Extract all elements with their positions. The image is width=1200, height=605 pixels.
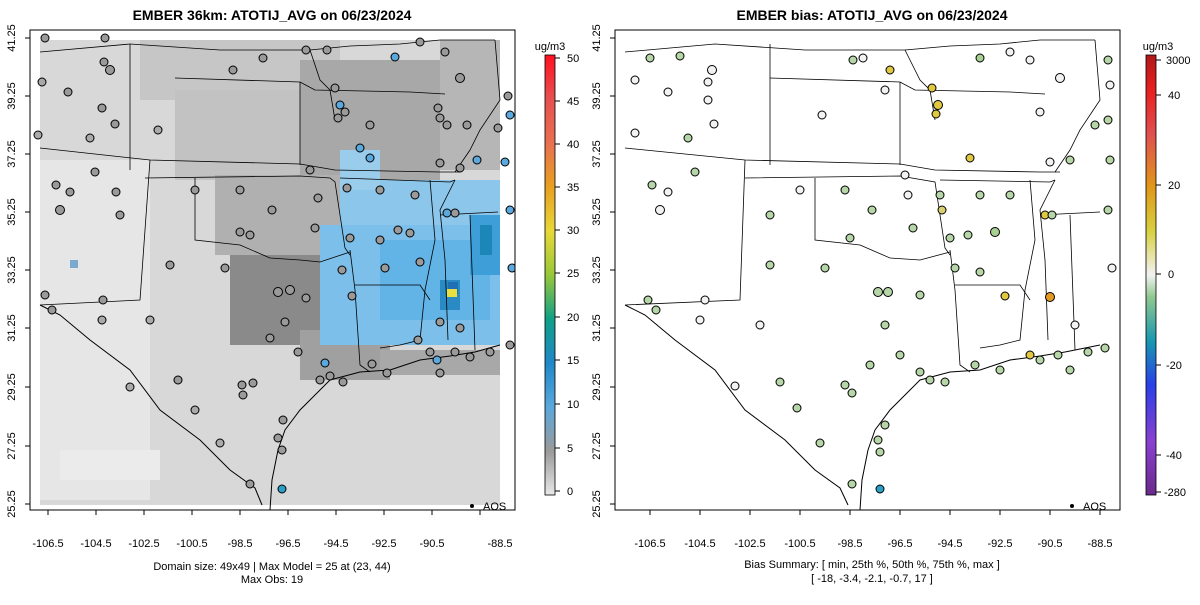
left-colorbar-tick: 0 [567, 486, 573, 498]
left-footer-max-obs: Max Obs: 19 [241, 574, 303, 586]
right-y-tick: 33.25 [591, 256, 603, 284]
left-y-tick: 37.25 [6, 140, 18, 168]
right-y-tick: 35.25 [591, 198, 603, 226]
right-y-tick: 39.25 [591, 82, 603, 110]
left-colorbar-tick: 30 [567, 225, 579, 237]
right-x-axis: -106.5 -104.5 -102.5 -100.5 -98.5 -96.5 … [634, 510, 1113, 550]
right-y-tick: 27.25 [591, 432, 603, 460]
left-y-tick: 27.25 [6, 432, 18, 460]
left-colorbar-unit: ug/m3 [535, 41, 566, 53]
right-y-tick: 37.25 [591, 140, 603, 168]
left-colorbar-tick: 45 [567, 96, 579, 108]
left-x-tick: -100.5 [176, 538, 207, 550]
left-x-tick: -102.5 [128, 538, 159, 550]
right-x-tick: -100.5 [784, 538, 815, 550]
left-colorbar: ug/m3 50 45 40 35 30 25 20 15 10 5 [535, 41, 580, 498]
right-colorbar-unit: ug/m3 [1143, 41, 1174, 53]
left-footer-domain: Domain size: 49x49 | Max Model = 25 at (… [153, 561, 390, 573]
bias-summary-values: [ -18, -3.4, -2.1, -0.7, 17 ] [811, 573, 933, 585]
state-boundaries [39, 39, 501, 373]
right-colorbar-tick: 40 [1168, 90, 1180, 102]
right-colorbar: ug/m3 3000 40 20 0 -20 -40 -280 [1143, 41, 1191, 499]
left-y-tick: 39.25 [6, 82, 18, 110]
right-y-tick: 41.25 [591, 24, 603, 52]
aqs-legend-label: AQS [1083, 501, 1106, 513]
left-colorbar-tick: 20 [567, 312, 579, 324]
right-map-panel: EMBER bias: ATOTIJ_AVG on 06/23/2024 [591, 7, 1190, 585]
left-x-tick: -98.5 [227, 538, 252, 550]
left-colorbar-tick: 25 [567, 268, 579, 280]
left-y-tick: 29.25 [6, 373, 18, 401]
right-y-axis: 41.25 39.25 37.25 35.25 33.25 31.25 29.2… [591, 24, 615, 518]
bias-summary-label: Bias Summary: [ min, 25th %, 50th %, 75t… [744, 559, 1000, 571]
left-colorbar-tick: 10 [567, 399, 579, 411]
left-x-tick: -104.5 [80, 538, 111, 550]
left-x-tick: -96.5 [275, 538, 300, 550]
right-x-tick: -94.5 [937, 538, 962, 550]
right-x-tick: -96.5 [887, 538, 912, 550]
left-title: EMBER 36km: ATOTIJ_AVG on 06/23/2024 [133, 7, 412, 23]
right-x-tick: -98.5 [837, 538, 862, 550]
right-y-tick: 29.25 [591, 373, 603, 401]
right-colorbar-tick: 20 [1168, 180, 1180, 192]
right-x-tick: -90.5 [1037, 538, 1062, 550]
left-colorbar-tick: 50 [567, 53, 579, 65]
coastline [624, 304, 1101, 510]
left-x-tick: -88.5 [487, 538, 512, 550]
aqs-legend-label: AQS [483, 501, 506, 513]
max-model-cell [447, 289, 457, 297]
left-colorbar-tick: 5 [567, 443, 573, 455]
right-colorbar-tick: -280 [1164, 487, 1186, 499]
right-title: EMBER bias: ATOTIJ_AVG on 06/23/2024 [736, 7, 1007, 23]
right-colorbar-tick: -20 [1166, 360, 1182, 372]
left-map-panel: EMBER 36km: ATOTIJ_AVG on 06/23/2024 [6, 7, 579, 586]
right-y-tick: 25.25 [591, 490, 603, 518]
left-y-tick: 31.25 [6, 314, 18, 342]
state-boundaries [624, 39, 1101, 373]
right-x-tick: -106.5 [634, 538, 665, 550]
left-colorbar-tick: 15 [567, 355, 579, 367]
left-y-tick: 35.25 [6, 198, 18, 226]
left-y-tick: 25.25 [6, 490, 18, 518]
left-y-tick: 33.25 [6, 256, 18, 284]
right-colorbar-tick: 0 [1168, 269, 1174, 281]
bias-sites [630, 47, 1117, 494]
left-y-tick: 41.25 [6, 24, 18, 52]
left-x-tick: -90.5 [419, 538, 444, 550]
left-x-tick: -106.5 [32, 538, 63, 550]
left-colorbar-tick: 35 [567, 182, 579, 194]
right-y-tick: 31.25 [591, 314, 603, 342]
right-x-tick: -92.5 [987, 538, 1012, 550]
left-y-axis: 41.25 39.25 37.25 35.25 33.25 31.25 29.2… [6, 24, 30, 518]
right-x-tick: -88.5 [1087, 538, 1112, 550]
left-x-axis: -106.5 -104.5 -102.5 -100.5 -98.5 -96.5 … [32, 510, 513, 550]
left-x-tick: -94.5 [323, 538, 348, 550]
obs-sites-left [33, 33, 515, 494]
right-x-tick: -104.5 [684, 538, 715, 550]
aqs-legend-dot [1070, 504, 1074, 508]
left-x-tick: -92.5 [371, 538, 396, 550]
right-colorbar-tick: -40 [1166, 450, 1182, 462]
left-colorbar-tick: 40 [567, 139, 579, 151]
right-x-tick: -102.5 [734, 538, 765, 550]
aqs-legend-dot [470, 504, 474, 508]
right-colorbar-tick: 3000 [1166, 55, 1190, 67]
